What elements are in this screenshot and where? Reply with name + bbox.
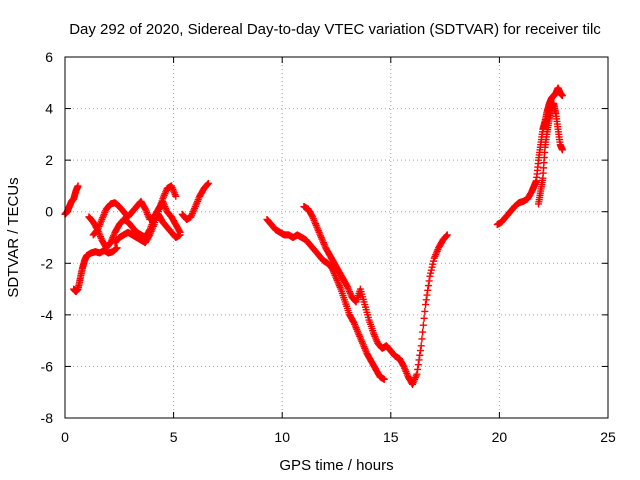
x-tick-label: 25 bbox=[600, 429, 616, 445]
data-point bbox=[558, 146, 566, 154]
x-axis-label: GPS time / hours bbox=[279, 457, 393, 474]
series-s5 bbox=[111, 182, 180, 247]
data-point-fill bbox=[420, 314, 428, 322]
data-point-fill bbox=[419, 321, 427, 329]
y-tick-label: -6 bbox=[41, 358, 54, 374]
x-tick-label: 5 bbox=[170, 429, 178, 445]
grid bbox=[65, 57, 608, 418]
data-point bbox=[113, 244, 121, 252]
y-tick-label: -4 bbox=[41, 307, 54, 323]
x-tick-label: 0 bbox=[61, 429, 69, 445]
data-point bbox=[422, 301, 430, 309]
data-point-fill bbox=[204, 180, 212, 188]
data-point-fill bbox=[415, 356, 423, 364]
data-point-fill bbox=[424, 286, 432, 294]
data-point-fill bbox=[418, 335, 426, 343]
data-point bbox=[443, 231, 451, 239]
data-point bbox=[558, 92, 566, 100]
data-point bbox=[417, 342, 425, 350]
y-tick-label: -2 bbox=[41, 255, 54, 271]
x-tick-label: 10 bbox=[274, 429, 290, 445]
data-point-fill bbox=[175, 227, 183, 235]
y-axis-label: SDTVAR / TECUs bbox=[5, 177, 22, 297]
data-point-fill bbox=[443, 232, 451, 240]
data-point bbox=[176, 228, 184, 236]
x-tick-label: 20 bbox=[492, 429, 508, 445]
plot-frame bbox=[64, 56, 609, 419]
data-point-fill bbox=[423, 291, 431, 299]
data-point bbox=[380, 375, 388, 383]
data-point-fill bbox=[424, 282, 432, 290]
data-point-fill bbox=[422, 296, 430, 304]
series-s8 bbox=[300, 203, 451, 388]
series-s6 bbox=[178, 179, 212, 223]
series-s2 bbox=[70, 244, 121, 296]
data-point bbox=[74, 182, 82, 190]
data-point-fill bbox=[416, 351, 424, 359]
data-point bbox=[204, 179, 212, 187]
series-s9 bbox=[493, 84, 566, 229]
data-point-fill bbox=[421, 307, 429, 315]
y-tick-label: 6 bbox=[45, 49, 53, 65]
x-tick-label: 15 bbox=[383, 429, 399, 445]
data-point-fill bbox=[414, 365, 422, 373]
y-tick-label: 4 bbox=[45, 101, 53, 117]
y-tick-label: 0 bbox=[45, 204, 53, 220]
data-point bbox=[172, 192, 180, 200]
data-point-fill bbox=[419, 328, 427, 336]
data-point-fill bbox=[414, 361, 422, 369]
series-s10 bbox=[534, 99, 566, 208]
y-tick-label: -8 bbox=[41, 410, 54, 426]
data-point-fill bbox=[425, 277, 433, 285]
data-point-fill bbox=[416, 347, 424, 355]
data-point bbox=[413, 370, 421, 378]
y-tick-label: 2 bbox=[45, 152, 53, 168]
data-points bbox=[61, 84, 566, 388]
chart-title: Day 292 of 2020, Sidereal Day-to-day VTE… bbox=[69, 21, 601, 38]
